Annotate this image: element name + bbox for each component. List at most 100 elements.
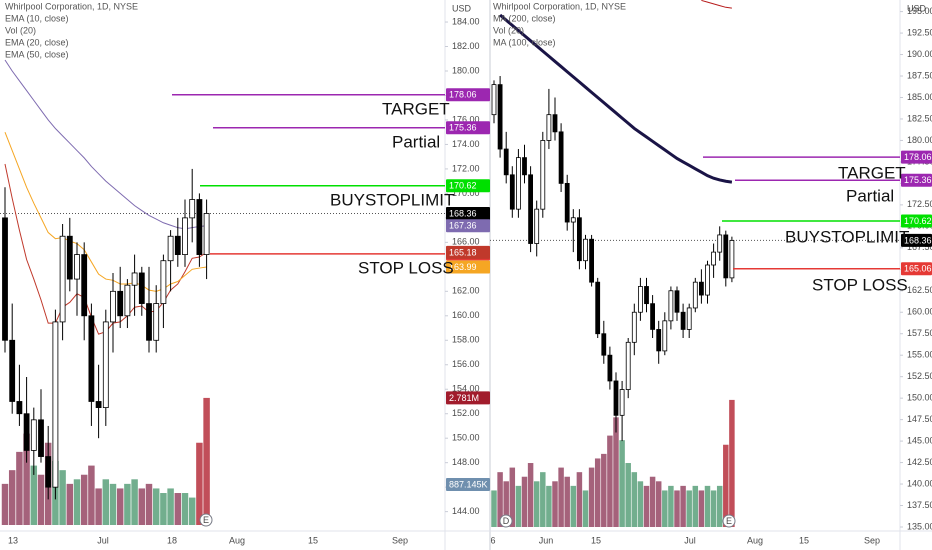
y-tick-label: 152.00 — [452, 408, 480, 418]
event-icon — [499, 514, 513, 528]
volume-bar — [649, 476, 656, 527]
candle-body — [668, 290, 674, 322]
candle-body — [509, 174, 515, 210]
chart-panel — [0, 59, 445, 525]
currency-label: USD — [907, 3, 927, 13]
candle-body — [583, 238, 588, 262]
volume-bar — [533, 481, 540, 527]
event-label: E — [203, 515, 209, 525]
price-badge-bg — [446, 260, 490, 274]
y-tick-label: 135.00 — [907, 521, 932, 531]
y-tick-label: 167.50 — [907, 242, 932, 252]
legend-entry: EMA (50, close) — [5, 49, 69, 59]
candle-body — [167, 235, 174, 262]
level-badge: 170.62 — [449, 181, 477, 191]
level-badge: 175.36 — [904, 175, 932, 185]
y-tick-label: 155.00 — [907, 350, 932, 360]
volume-bar — [66, 483, 74, 525]
candle-body — [9, 339, 16, 402]
candle-body — [497, 84, 503, 150]
annotation: STOP LOSS — [358, 258, 454, 277]
price-badge: 168.36 — [904, 235, 932, 245]
y-tick-label: 150.00 — [907, 393, 932, 403]
volume-badge-bg — [446, 477, 490, 491]
volume-bar — [509, 467, 516, 527]
candle-body — [656, 329, 662, 352]
volume-bar — [167, 488, 174, 525]
x-tick-label: 15 — [591, 535, 601, 545]
candle-body — [131, 272, 138, 286]
volume-bar — [160, 493, 167, 525]
volume-bar — [582, 490, 589, 527]
volume-bar — [30, 465, 38, 525]
candle-body — [45, 456, 52, 488]
candle-body — [16, 401, 23, 415]
y-tick-label: 184.00 — [452, 16, 480, 26]
volume-badge: 2.781M — [449, 393, 479, 403]
volume-bar — [668, 485, 674, 527]
volume-bar — [95, 488, 102, 525]
candle-body — [138, 272, 145, 304]
level-badge-bg — [901, 214, 932, 228]
volume-bar — [138, 488, 146, 525]
moving-average-line — [499, 13, 733, 184]
volume-bar — [515, 485, 522, 527]
candle-body — [81, 254, 88, 317]
volume-bar — [16, 451, 23, 525]
level-badge: 170.62 — [904, 216, 932, 226]
y-tick-label: 174.00 — [452, 139, 480, 149]
x-tick-label: 15 — [799, 535, 809, 545]
volume-bar — [723, 444, 729, 527]
candle-body — [23, 413, 30, 451]
candle-body — [729, 240, 735, 279]
candle-body — [203, 213, 210, 255]
x-tick-label: Aug — [229, 535, 245, 545]
candle-body — [528, 174, 533, 244]
volume-bar — [181, 493, 189, 525]
candle-body — [2, 217, 8, 341]
candle-body — [686, 307, 692, 330]
level-badge-bg — [446, 179, 490, 193]
volume-bar — [497, 472, 503, 527]
volume-bar — [594, 458, 601, 527]
volume-bar — [23, 433, 30, 525]
volume-badge: 887.145K — [449, 479, 488, 489]
y-tick-label: 166.00 — [452, 237, 480, 247]
volume-bar — [631, 472, 638, 527]
annotation: TARGET — [382, 99, 450, 118]
volume-bar — [203, 397, 210, 525]
y-tick-label: 185.00 — [907, 92, 932, 102]
volume-bar — [102, 479, 110, 525]
candle-body — [534, 208, 540, 244]
volume-bar — [503, 481, 509, 527]
candle-body — [52, 321, 59, 488]
volume-bar — [558, 467, 564, 527]
candle-body — [723, 234, 729, 279]
candle-body — [516, 157, 521, 210]
y-tick-label: 156.00 — [452, 359, 480, 369]
volume-bar — [674, 490, 680, 527]
volume-bar — [1, 483, 9, 525]
level-badge-bg — [901, 173, 932, 187]
price-badge: 168.36 — [449, 208, 477, 218]
volume-bar — [73, 479, 81, 525]
candle-body — [577, 217, 582, 262]
volume-bar — [680, 485, 686, 527]
price-badge: 165.18 — [449, 247, 477, 257]
candle-body — [546, 114, 552, 141]
legend-entry: Vol (20) — [5, 25, 36, 35]
candle-body — [117, 290, 124, 317]
volume-bar — [8, 470, 16, 525]
candle-body — [146, 303, 152, 341]
volume-bar — [570, 485, 577, 527]
level-badge-bg — [446, 88, 490, 102]
candle-body — [74, 254, 80, 280]
candle-body — [182, 217, 188, 255]
candle-body — [680, 311, 686, 330]
y-tick-label: 162.00 — [452, 286, 480, 296]
volume-bar — [601, 453, 607, 527]
annotation: Partial — [846, 186, 894, 205]
candle-body — [30, 419, 37, 451]
volume-bar — [546, 485, 552, 527]
volume-bar — [59, 470, 66, 525]
